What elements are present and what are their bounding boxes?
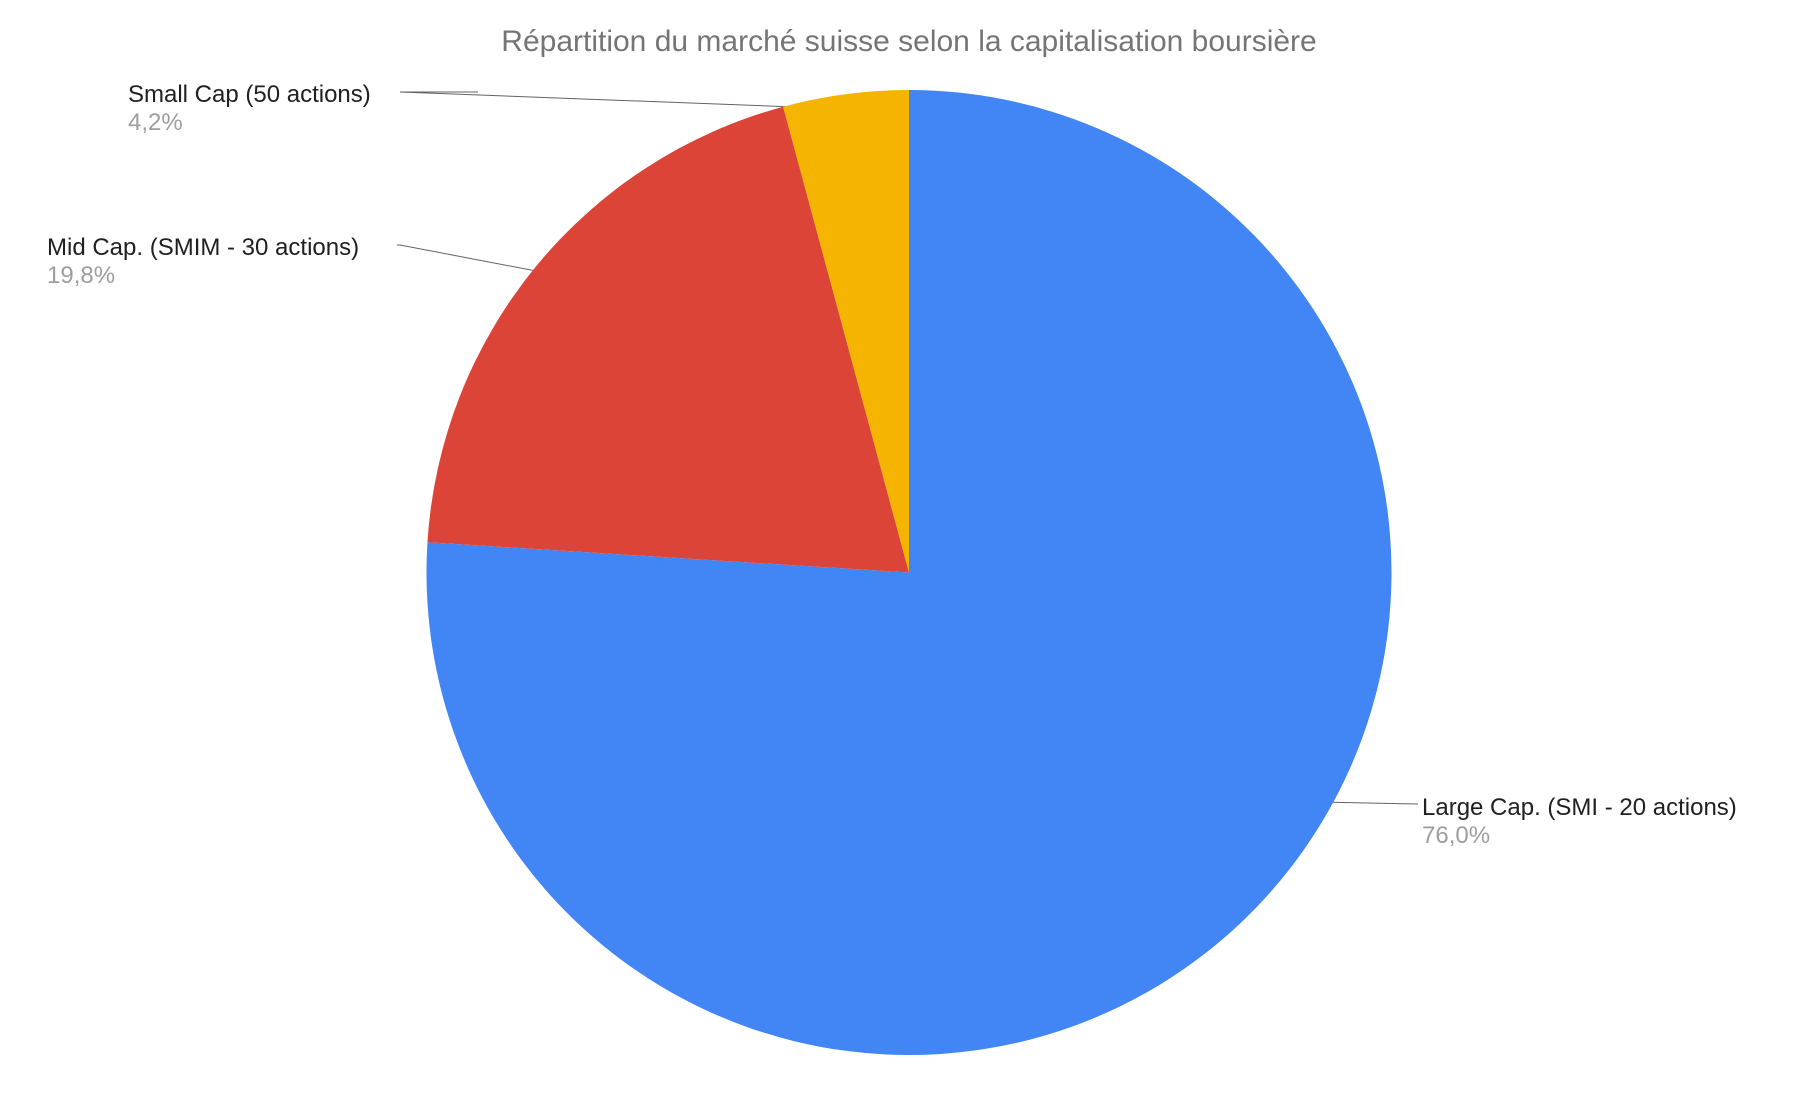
slice-label-group: Small Cap (50 actions)4,2% (128, 81, 371, 137)
slice-label-group: Large Cap. (SMI - 20 actions)76,0% (1422, 794, 1737, 850)
slice-label-title: Mid Cap. (SMIM - 30 actions) (47, 234, 359, 262)
pie-chart-container: Répartition du marché suisse selon la ca… (0, 0, 1818, 1120)
slice-label-percent: 4,2% (128, 109, 371, 137)
chart-title: Répartition du marché suisse selon la ca… (501, 25, 1316, 59)
pie-svg (427, 90, 1392, 1055)
slice-label-percent: 19,8% (47, 262, 359, 290)
pie-wrapper (427, 90, 1392, 1055)
slice-label-group: Mid Cap. (SMIM - 30 actions)19,8% (47, 234, 359, 290)
slice-label-title: Small Cap (50 actions) (128, 81, 371, 109)
slice-label-percent: 76,0% (1422, 822, 1737, 850)
slice-label-title: Large Cap. (SMI - 20 actions) (1422, 794, 1737, 822)
